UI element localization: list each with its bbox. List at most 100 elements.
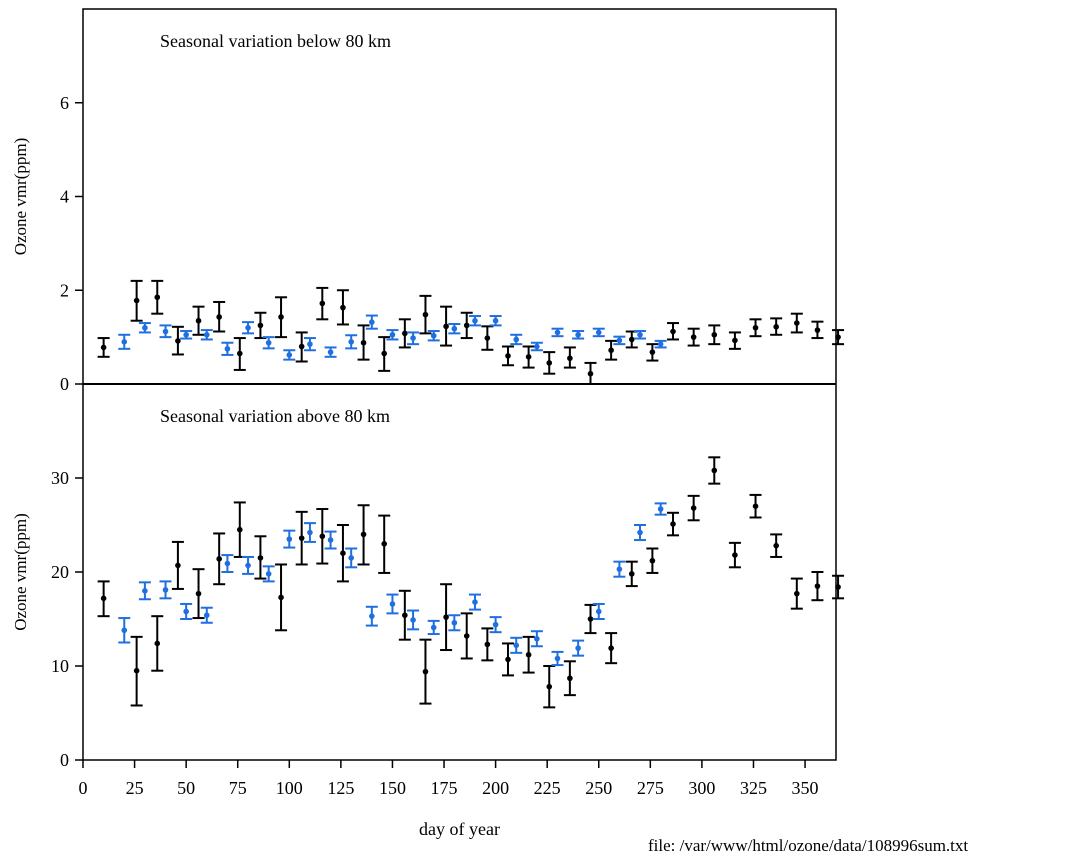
data-point [195, 590, 202, 597]
error-bar [345, 334, 358, 350]
data-point [587, 370, 594, 377]
error-bar [378, 514, 391, 574]
data-point [224, 346, 231, 352]
data-point [752, 503, 759, 510]
data-point [133, 667, 140, 674]
x-tick-label: 0 [79, 778, 88, 798]
x-tick-label: 350 [792, 778, 819, 798]
error-bar [386, 329, 399, 341]
data-point [732, 337, 738, 344]
data-point [690, 334, 697, 340]
data-point [484, 641, 491, 648]
data-point [451, 619, 458, 626]
data-point [690, 505, 697, 511]
y-tick-label: 4 [60, 187, 69, 207]
error-bar [749, 318, 762, 338]
error-bar [262, 565, 275, 583]
data-point [472, 599, 478, 605]
error-bar [324, 530, 337, 550]
data-point [649, 557, 656, 564]
data-point [183, 331, 189, 338]
data-point [595, 329, 602, 336]
y-axis-label: Ozone vmr(ppm) [11, 138, 30, 256]
error-bar [468, 593, 481, 611]
data-point [307, 529, 313, 536]
error-bar [378, 336, 391, 372]
error-bar [130, 279, 143, 322]
data-point [513, 642, 520, 649]
error-bar [613, 560, 626, 578]
data-series [118, 314, 667, 361]
data-point [245, 562, 251, 569]
error-bar [501, 345, 514, 367]
data-series [118, 502, 667, 667]
error-bar [118, 333, 131, 350]
error-bar [345, 547, 358, 569]
error-bar [138, 581, 151, 601]
error-bar [440, 305, 453, 347]
error-bar [708, 324, 721, 346]
data-point [587, 616, 594, 622]
error-bar [262, 336, 275, 350]
error-bar [407, 609, 420, 631]
error-bar [592, 327, 605, 338]
y-tick-label: 0 [60, 374, 69, 394]
error-bar [200, 606, 213, 624]
error-bar [254, 535, 267, 580]
y-tick-label: 20 [51, 562, 69, 582]
error-bar [336, 289, 349, 326]
data-point [616, 337, 623, 344]
data-point [430, 332, 437, 339]
data-point [657, 341, 664, 347]
error-bar [295, 331, 308, 363]
data-point [443, 614, 449, 620]
data-point [278, 594, 284, 601]
data-point [637, 331, 643, 338]
data-point [402, 612, 408, 619]
error-bar [749, 493, 762, 519]
error-bar [530, 341, 543, 352]
error-bar [357, 324, 370, 361]
data-point [369, 319, 375, 325]
data-point [505, 656, 511, 663]
data-point [472, 317, 478, 324]
x-tick-label: 325 [740, 778, 767, 798]
x-tick-label: 275 [637, 778, 664, 798]
data-point [154, 294, 161, 301]
data-point [546, 683, 553, 690]
error-bar [563, 346, 576, 369]
error-bar [171, 325, 184, 356]
error-bar [448, 614, 461, 632]
x-tick-label: 175 [431, 778, 458, 798]
error-bar [770, 533, 783, 558]
data-point [381, 350, 388, 357]
data-point [298, 343, 305, 350]
error-bar [634, 330, 647, 340]
error-bar [419, 638, 432, 705]
panel-title: Seasonal variation below 80 km [160, 31, 391, 51]
data-point [348, 555, 354, 561]
error-bar [275, 296, 288, 339]
data-point [389, 331, 396, 338]
data-point [554, 329, 561, 336]
error-bar [138, 322, 151, 334]
data-point [711, 331, 718, 338]
y-tick-label: 30 [51, 468, 69, 488]
error-bar [440, 583, 453, 652]
data-point [175, 562, 181, 569]
data-point [773, 324, 779, 330]
data-point [278, 314, 284, 320]
error-bar [303, 522, 316, 543]
data-point [162, 587, 169, 593]
error-bar [654, 502, 667, 516]
data-point [257, 322, 264, 329]
error-bar [728, 541, 741, 569]
data-point [711, 467, 718, 474]
error-bar [233, 501, 246, 558]
data-point [360, 531, 367, 538]
data-point [245, 324, 251, 331]
data-point [534, 635, 540, 642]
error-bar [97, 337, 110, 358]
error-bar [481, 325, 494, 351]
data-point [505, 353, 511, 359]
